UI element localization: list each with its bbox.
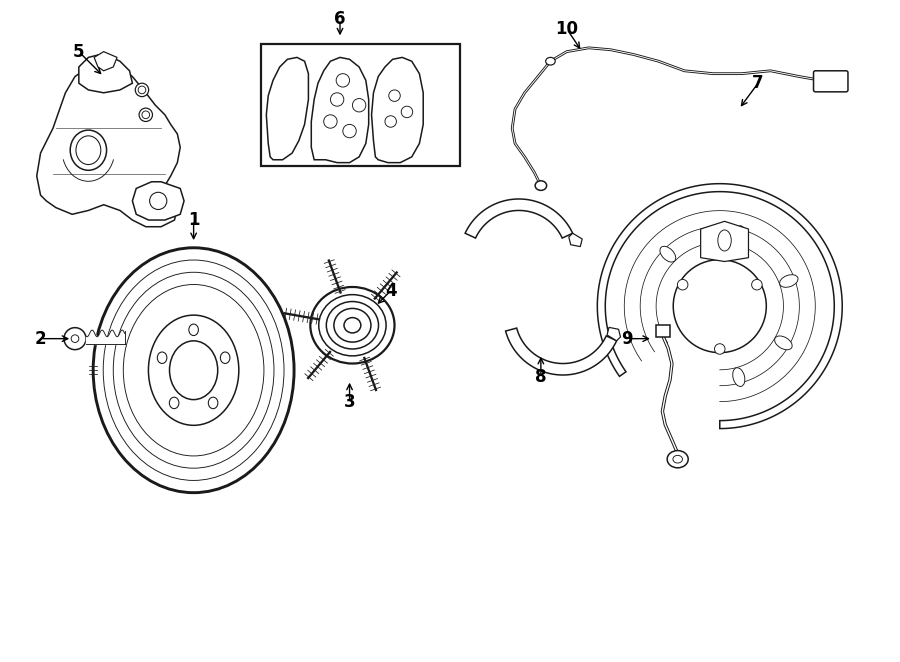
Circle shape	[353, 99, 365, 112]
Text: 2: 2	[35, 330, 47, 348]
Ellipse shape	[220, 352, 230, 363]
Circle shape	[752, 279, 762, 290]
Text: 6: 6	[334, 10, 346, 28]
Circle shape	[337, 73, 349, 87]
Text: 1: 1	[188, 211, 200, 229]
Ellipse shape	[536, 181, 546, 191]
Text: 3: 3	[344, 393, 356, 411]
Circle shape	[135, 83, 148, 97]
Ellipse shape	[667, 451, 688, 468]
Polygon shape	[700, 221, 749, 261]
Ellipse shape	[189, 324, 198, 336]
Ellipse shape	[718, 230, 732, 251]
Circle shape	[140, 108, 152, 122]
Circle shape	[401, 106, 413, 118]
Text: 10: 10	[555, 20, 578, 38]
Polygon shape	[79, 54, 132, 93]
Polygon shape	[465, 199, 572, 238]
Circle shape	[71, 335, 79, 342]
Ellipse shape	[158, 352, 166, 363]
Bar	[656, 325, 670, 337]
Ellipse shape	[733, 367, 745, 387]
Circle shape	[138, 86, 146, 94]
Ellipse shape	[319, 295, 386, 356]
Ellipse shape	[208, 397, 218, 408]
Text: 4: 4	[385, 282, 397, 300]
Ellipse shape	[76, 136, 101, 165]
Ellipse shape	[775, 336, 792, 350]
Ellipse shape	[344, 318, 361, 333]
Ellipse shape	[310, 287, 394, 363]
Circle shape	[715, 344, 725, 354]
Circle shape	[324, 115, 338, 128]
Ellipse shape	[545, 58, 555, 65]
Ellipse shape	[169, 397, 179, 408]
Circle shape	[678, 279, 688, 290]
Text: 7: 7	[752, 74, 764, 92]
Polygon shape	[598, 183, 842, 428]
Polygon shape	[506, 328, 617, 375]
Circle shape	[343, 124, 356, 138]
Circle shape	[330, 93, 344, 106]
Ellipse shape	[327, 301, 379, 349]
Ellipse shape	[169, 341, 218, 400]
Ellipse shape	[733, 226, 745, 244]
Ellipse shape	[779, 275, 798, 287]
Polygon shape	[37, 61, 180, 226]
Polygon shape	[266, 58, 309, 160]
Ellipse shape	[148, 315, 238, 425]
Circle shape	[673, 260, 766, 353]
Ellipse shape	[673, 455, 682, 463]
FancyBboxPatch shape	[814, 71, 848, 92]
Circle shape	[64, 328, 86, 350]
Circle shape	[389, 90, 400, 101]
Polygon shape	[311, 58, 369, 163]
Polygon shape	[132, 182, 184, 220]
Circle shape	[142, 111, 149, 118]
Polygon shape	[569, 233, 582, 247]
Circle shape	[149, 192, 166, 209]
Circle shape	[385, 116, 396, 127]
Polygon shape	[94, 52, 117, 71]
Bar	[261, 44, 460, 166]
Text: 8: 8	[536, 368, 546, 386]
Ellipse shape	[70, 130, 106, 170]
Polygon shape	[608, 328, 620, 341]
Polygon shape	[372, 58, 423, 163]
Ellipse shape	[660, 246, 676, 262]
Ellipse shape	[334, 308, 371, 342]
Text: 9: 9	[621, 330, 633, 348]
Text: 5: 5	[73, 42, 85, 61]
